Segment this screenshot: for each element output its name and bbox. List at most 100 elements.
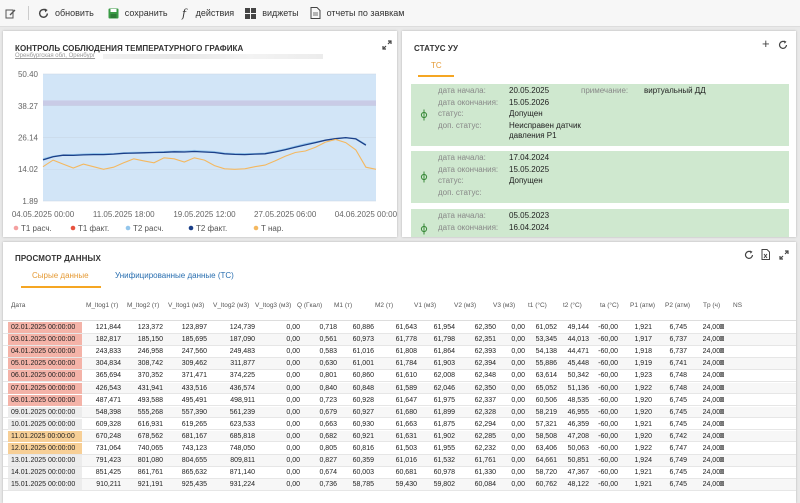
tab-unified-data[interactable]: Унифицированные данные (ТС) <box>115 271 234 280</box>
row-date-cell[interactable]: 07.01.2025 00:00:00 <box>8 382 82 394</box>
table-row[interactable]: 07.01.2025 00:00:00 426,543 431,941 433,516… <box>3 382 796 395</box>
status-card[interactable]: дата начала: 17.04.2024 дата окончания: 15.… <box>411 151 789 203</box>
table-row[interactable]: 11.01.2025 00:00:00 670,248 678,562 681,167… <box>3 430 796 443</box>
toolbar-button-report[interactable]: отчеты по заявкам <box>309 0 405 27</box>
status-card[interactable]: дата начала: 05.05.2023 дата окончания: 16.… <box>411 209 789 237</box>
expand-icon[interactable] <box>382 40 392 50</box>
table-row[interactable]: 06.01.2025 00:00:00 365,694 370,352 371,471… <box>3 370 796 382</box>
link-icon <box>420 223 428 235</box>
table-cell: -60,00 <box>598 348 618 356</box>
expand-icon[interactable] <box>779 250 789 260</box>
table-row[interactable]: 04.01.2025 00:00:00 243,833 246,958 247,560… <box>3 346 796 358</box>
status-field-value: Допущен <box>509 176 543 185</box>
column-header[interactable]: V1 (м3) <box>414 302 437 309</box>
table-row[interactable]: 12.01.2025 00:00:00 731,064 740,065 743,123… <box>3 443 796 455</box>
table-row[interactable]: 13.01.2025 00:00:00 791,423 801,080 804,655… <box>3 455 796 467</box>
column-header[interactable]: M_ltog2 (т) <box>127 302 160 309</box>
status-field-value: Допущен <box>509 109 543 118</box>
column-header[interactable]: t2 (°C) <box>563 302 582 309</box>
column-header[interactable]: t1 (°C) <box>528 302 547 309</box>
column-header[interactable]: M_ltog1 (т) <box>86 302 119 309</box>
table-cell: 1,924 <box>634 457 652 465</box>
column-header[interactable]: V_ltog1 (м3) <box>168 302 205 309</box>
table-cell: 58,720 <box>535 469 557 477</box>
column-header[interactable]: M1 (т) <box>334 302 353 309</box>
table-cell: 243,833 <box>95 348 121 356</box>
column-header[interactable]: V3 (м3) <box>493 302 516 309</box>
table-cell: X <box>719 469 725 477</box>
row-gutter <box>3 455 12 466</box>
tab-ts[interactable]: ТС <box>431 61 442 70</box>
note-value: виртуальный ДД <box>644 86 706 95</box>
column-header[interactable]: V_ltog3 (м3) <box>255 302 292 309</box>
row-date-cell[interactable]: 08.01.2025 00:00:00 <box>8 394 82 406</box>
table-row[interactable]: 09.01.2025 00:00:00 548,398 555,268 557,390… <box>3 406 796 419</box>
row-date-cell[interactable]: 05.01.2025 00:00:00 <box>8 358 82 370</box>
table-cell: 60,921 <box>352 432 374 440</box>
table-cell: 60,003 <box>352 469 374 477</box>
table-row[interactable]: 08.01.2025 00:00:00 487,471 493,588 495,491… <box>3 394 796 407</box>
table-cell: -60,00 <box>598 360 618 368</box>
row-date-cell[interactable]: 03.01.2025 00:00:00 <box>8 334 82 346</box>
table-row[interactable]: 02.01.2025 00:00:00 121,844 123,372 123,897… <box>3 322 796 334</box>
table-cell: 426,543 <box>95 384 121 392</box>
table-cell: 931,224 <box>229 481 255 489</box>
table-cell: 0,00 <box>286 396 300 404</box>
column-header[interactable]: P2 (атм) <box>665 302 691 309</box>
table-cell: 0,00 <box>511 360 525 368</box>
table-row[interactable]: 14.01.2025 00:00:00 851,425 861,761 865,632… <box>3 467 796 479</box>
column-header[interactable]: NS <box>733 302 743 309</box>
table-cell: 47,367 <box>567 469 589 477</box>
table-cell: 61,798 <box>433 336 455 344</box>
column-header[interactable]: Q (Гкал) <box>297 302 323 309</box>
column-header[interactable]: Дата <box>11 302 26 309</box>
row-date-cell[interactable]: 10.01.2025 00:00:00 <box>8 418 82 430</box>
row-gutter <box>3 418 12 430</box>
chart-panel-subtitle[interactable]: Оренбургская обл, Оренбург <box>15 53 96 59</box>
row-date-cell[interactable]: 12.01.2025 00:00:00 <box>8 443 82 454</box>
export-excel-icon[interactable] <box>761 249 770 262</box>
row-date-cell[interactable]: 09.01.2025 00:00:00 <box>8 406 82 418</box>
add-icon[interactable]: + <box>762 36 770 51</box>
row-date-cell[interactable]: 11.01.2025 00:00:00 <box>8 430 82 442</box>
toolbar-button-function[interactable]: f действия <box>178 0 234 27</box>
table-row[interactable]: 10.01.2025 00:00:00 609,328 616,931 619,265… <box>3 418 796 431</box>
table-cell: 57,321 <box>535 420 557 428</box>
table-cell: 0,736 <box>319 481 337 489</box>
table-cell: 61,899 <box>433 408 455 416</box>
row-date-cell[interactable]: 14.01.2025 00:00:00 <box>8 467 82 479</box>
table-cell: 0,00 <box>286 469 300 477</box>
refresh-icon[interactable] <box>744 250 754 262</box>
row-date-cell[interactable]: 02.01.2025 00:00:00 <box>8 322 82 333</box>
row-date-cell[interactable]: 15.01.2025 00:00:00 <box>8 479 82 491</box>
refresh-icon[interactable] <box>778 40 788 52</box>
column-header[interactable]: M2 (т) <box>375 302 394 309</box>
table-cell: 61,663 <box>395 420 417 428</box>
row-date-cell[interactable]: 13.01.2025 00:00:00 <box>8 455 82 467</box>
table-cell: 24,000 <box>702 408 724 416</box>
toolbar-button-save[interactable]: сохранить <box>107 0 168 27</box>
table-cell: 921,191 <box>137 481 163 489</box>
column-header[interactable]: V_ltog2 (м3) <box>213 302 250 309</box>
table-cell: X <box>719 336 725 344</box>
column-header[interactable]: ta (°C) <box>600 302 619 309</box>
tab-raw-data[interactable]: Сырые данные <box>32 271 89 280</box>
toolbar-button-refresh[interactable]: обновить <box>37 0 94 27</box>
row-date-cell[interactable]: 04.01.2025 00:00:00 <box>8 346 82 358</box>
column-header[interactable]: P1 (атм) <box>630 302 656 309</box>
legend-marker <box>125 225 131 231</box>
table-row[interactable]: 15.01.2025 00:00:00 910,211 921,191 925,435… <box>3 479 796 491</box>
row-gutter <box>3 322 12 333</box>
table-cell: -60,00 <box>598 396 618 404</box>
table-cell: 681,167 <box>181 432 207 440</box>
table-cell: 0,583 <box>319 348 337 356</box>
edit-icon[interactable] <box>4 7 17 20</box>
table-row[interactable]: 03.01.2025 00:00:00 182,817 185,150 185,695… <box>3 334 796 346</box>
table-cell: 925,435 <box>181 481 207 489</box>
row-date-cell[interactable]: 06.01.2025 00:00:00 <box>8 370 82 382</box>
column-header[interactable]: Tp (ч) <box>703 302 721 309</box>
status-card[interactable]: дата начала: 20.05.2025 дата окончания: 15.… <box>411 84 789 146</box>
toolbar-button-widgets[interactable]: виджеты <box>244 0 299 27</box>
column-header[interactable]: V2 (м3) <box>454 302 477 309</box>
table-row[interactable]: 05.01.2025 00:00:00 304,834 308,742 309,462… <box>3 358 796 370</box>
